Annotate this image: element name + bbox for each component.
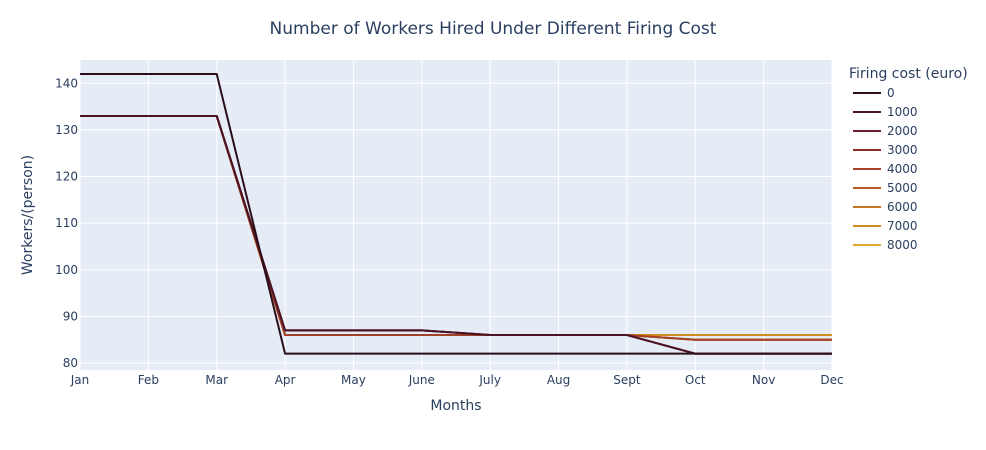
series-line-0	[80, 72, 832, 355]
legend-label: 8000	[887, 238, 918, 252]
x-tick-label: May	[341, 373, 366, 387]
legend-item-7000[interactable]: 7000	[853, 219, 918, 233]
legend-item-4000[interactable]: 4000	[853, 162, 918, 176]
legend-label: 7000	[887, 219, 918, 233]
y-tick-label: 80	[63, 356, 78, 370]
y-tick-label: 120	[55, 170, 78, 184]
x-axis-title: Months	[430, 398, 481, 414]
legend-label: 5000	[887, 181, 918, 195]
legend-label: 3000	[887, 143, 918, 157]
legend-item-8000[interactable]: 8000	[853, 238, 918, 252]
series-lines	[80, 72, 832, 355]
chart-title: Number of Workers Hired Under Different …	[270, 19, 717, 39]
legend-item-3000[interactable]: 3000	[853, 143, 918, 157]
legend-item-5000[interactable]: 5000	[853, 181, 918, 195]
x-tick-label: Aug	[547, 373, 570, 387]
x-tick-label: July	[478, 373, 501, 387]
x-tick-label: Dec	[820, 373, 843, 387]
legend-title: Firing cost (euro)	[849, 66, 968, 82]
legend-label: 0	[887, 86, 895, 100]
plot-area	[80, 60, 832, 370]
legend-item-1000[interactable]: 1000	[853, 105, 918, 119]
legend-items: 0 1000 2000 3000 4000 5000 6000 7000 8000	[853, 86, 918, 252]
legend-item-2000[interactable]: 2000	[853, 124, 918, 138]
x-tick-label: Apr	[275, 373, 296, 387]
x-tick-label: Oct	[685, 373, 706, 387]
y-axis-title: Workers/(person)	[20, 155, 36, 275]
legend-item-6000[interactable]: 6000	[853, 200, 918, 214]
x-tick-labels: Jan Feb Mar Apr May June July Aug Sept Oct Nov Dec	[70, 373, 844, 387]
legend: Firing cost (euro) 0 1000 2000 3000 4000 5000…	[849, 66, 968, 252]
y-tick-label: 140	[55, 76, 78, 90]
legend-label: 1000	[887, 105, 918, 119]
x-tick-label: Mar	[205, 373, 228, 387]
x-tick-label: Sept	[613, 373, 641, 387]
y-tick-label: 90	[63, 309, 78, 323]
y-tick-label: 100	[55, 263, 78, 277]
x-tick-label: Jan	[70, 373, 90, 387]
y-gridlines	[80, 82, 832, 364]
y-tick-label: 110	[55, 216, 78, 230]
y-tick-labels: 80 90 100 110 120 130 140	[55, 76, 78, 370]
x-gridlines	[79, 60, 833, 370]
legend-label: 2000	[887, 124, 918, 138]
legend-item-0[interactable]: 0	[853, 86, 895, 100]
y-tick-label: 130	[55, 123, 78, 137]
x-tick-label: June	[408, 373, 435, 387]
x-tick-label: Feb	[138, 373, 159, 387]
legend-label: 6000	[887, 200, 918, 214]
x-tick-label: Nov	[752, 373, 775, 387]
legend-label: 4000	[887, 162, 918, 176]
